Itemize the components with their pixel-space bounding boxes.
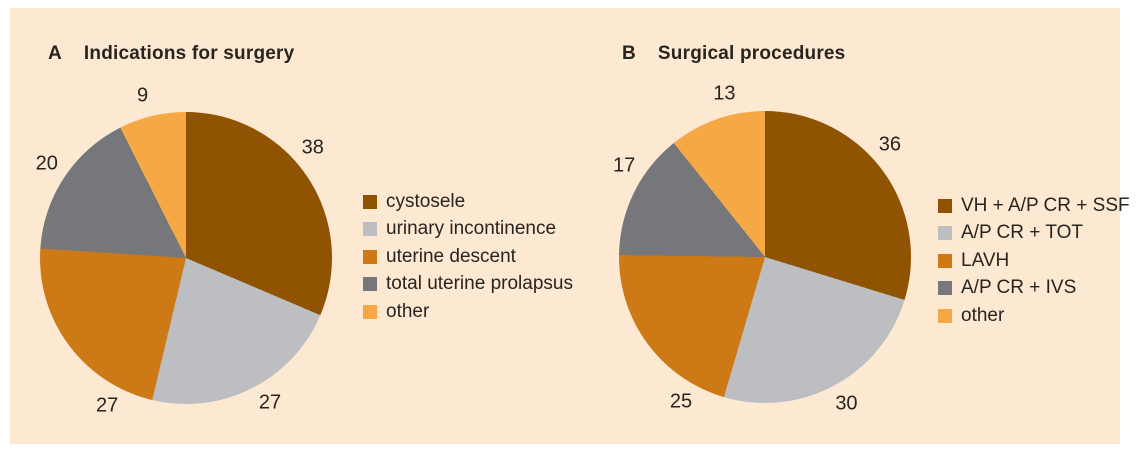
legend-item: LAVH xyxy=(938,247,1130,275)
legend-item: cystosele xyxy=(363,188,573,216)
legend-label: other xyxy=(386,300,430,322)
legend-item: other xyxy=(363,298,573,326)
legend-item: A/P CR + TOT xyxy=(938,220,1130,248)
legend-swatch-icon xyxy=(363,304,377,319)
chart-b-title-text: Surgical procedures xyxy=(657,43,846,64)
legend-swatch-icon xyxy=(938,226,952,241)
slice-value-label: 36 xyxy=(878,133,901,156)
legend-swatch-icon xyxy=(363,194,377,209)
panel-letter-b: B xyxy=(622,43,636,64)
legend-label: A/P CR + TOT xyxy=(961,222,1083,244)
pie-chart-procedures xyxy=(619,111,911,403)
legend-label: other xyxy=(961,304,1005,326)
legend-label: LAVH xyxy=(961,249,1010,271)
legend-item: VH + A/P CR + SSF xyxy=(938,192,1130,220)
legend-item: uterine descent xyxy=(363,243,573,271)
legend-swatch-icon xyxy=(938,253,952,268)
legend-swatch-icon xyxy=(363,249,377,264)
slice-value-label: 13 xyxy=(713,82,736,105)
panel-letter-a: A xyxy=(48,43,62,64)
figure-panel: A Indications for surgery cystosele urinar… xyxy=(10,8,1130,444)
chart-a-title: A Indications for surgery xyxy=(48,43,294,65)
legend-item: urinary incontinence xyxy=(363,216,573,244)
slice-value-label: 17 xyxy=(612,154,636,176)
slice-value-label: 27 xyxy=(96,394,119,417)
slice-value-label: 30 xyxy=(835,392,858,415)
slice-value-label: 38 xyxy=(301,136,324,159)
legend-label: A/P CR + IVS xyxy=(961,277,1077,299)
legend-swatch-icon xyxy=(363,222,377,237)
legend-label: VH + A/P CR + SSF xyxy=(961,194,1130,216)
legend-label: cystosele xyxy=(386,190,466,212)
legend-label: uterine descent xyxy=(386,245,516,267)
slice-value-label: 27 xyxy=(258,391,282,414)
legend-swatch-icon xyxy=(938,308,952,323)
legend-swatch-icon xyxy=(938,281,952,296)
chart-a-title-text: Indications for surgery xyxy=(83,43,295,64)
legend-indications: cystosele urinary incontinence uterine des… xyxy=(363,188,573,326)
legend-label: urinary incontinence xyxy=(386,218,557,240)
slice-value-label: 20 xyxy=(35,152,58,175)
pie-chart-indications xyxy=(40,112,332,404)
chart-panel-a: A Indications for surgery cystosele urinar… xyxy=(10,8,1120,444)
legend-procedures: VH + A/P CR + SSF A/P CR + TOT LAVH A/P CR … xyxy=(938,192,1130,330)
slice-value-label: 9 xyxy=(136,84,149,107)
legend-item: total uterine prolapsus xyxy=(363,271,573,299)
legend-swatch-icon xyxy=(938,198,952,213)
slice-value-label: 25 xyxy=(669,390,693,413)
legend-swatch-icon xyxy=(363,277,377,292)
legend-label: total uterine prolapsus xyxy=(386,273,573,295)
chart-b-title: B Surgical procedures xyxy=(622,43,845,65)
legend-item: A/P CR + IVS xyxy=(938,275,1130,303)
chart-panel-b: B Surgical procedures VH + A/P CR + SSF A/… xyxy=(10,8,1130,444)
legend-item: other xyxy=(938,302,1130,330)
